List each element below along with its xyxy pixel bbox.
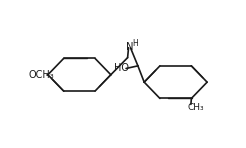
Text: N: N: [126, 42, 133, 52]
Text: H: H: [132, 39, 138, 48]
Text: CH₃: CH₃: [187, 103, 204, 112]
Text: HO: HO: [114, 63, 129, 73]
Text: OCH₃: OCH₃: [28, 70, 54, 80]
